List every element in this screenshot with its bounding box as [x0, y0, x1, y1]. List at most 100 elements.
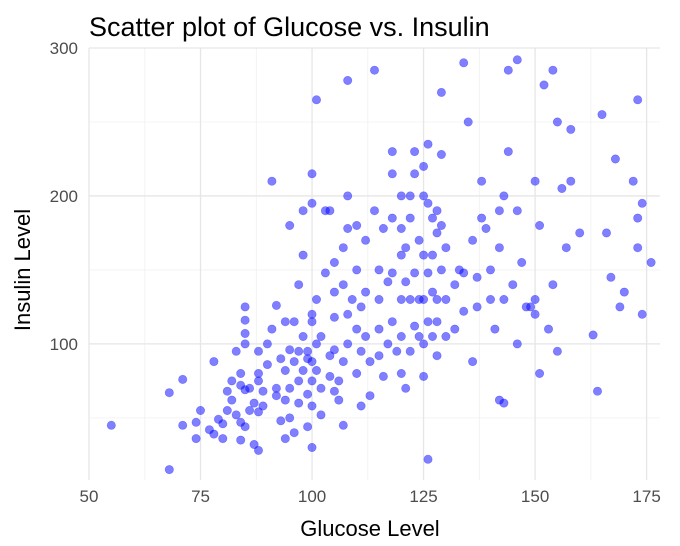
x-tick-label: 50	[80, 487, 99, 506]
data-point	[338, 280, 348, 290]
y-tick-labels: 100 200 300	[50, 39, 78, 354]
data-point	[383, 339, 393, 349]
data-point	[271, 391, 281, 401]
data-point	[485, 265, 495, 275]
data-point	[610, 154, 620, 164]
data-point	[106, 420, 116, 430]
data-point	[512, 339, 522, 349]
data-point	[494, 243, 504, 253]
data-point	[262, 360, 272, 370]
data-point	[289, 357, 299, 367]
data-point	[432, 351, 442, 361]
data-point	[352, 324, 362, 334]
data-point	[338, 357, 348, 367]
data-point	[637, 309, 647, 319]
data-point	[490, 324, 500, 334]
data-point	[387, 169, 397, 179]
data-point	[396, 368, 406, 378]
data-point	[633, 243, 643, 253]
data-point	[410, 268, 420, 278]
data-point	[222, 405, 232, 415]
data-point	[508, 280, 518, 290]
data-point	[285, 221, 295, 231]
data-point	[258, 386, 268, 396]
data-point	[294, 280, 304, 290]
data-point	[329, 257, 339, 267]
data-point	[535, 221, 545, 231]
data-point	[494, 206, 504, 216]
data-point	[436, 87, 446, 97]
data-point	[401, 383, 411, 393]
data-point	[365, 357, 375, 367]
data-point	[329, 287, 339, 297]
data-point	[485, 294, 495, 304]
data-point	[374, 265, 384, 275]
x-tick-label: 175	[632, 487, 660, 506]
data-point	[468, 357, 478, 367]
data-point	[427, 250, 437, 260]
data-point	[254, 407, 264, 417]
data-point	[222, 386, 232, 396]
data-point	[316, 383, 326, 393]
data-point	[419, 161, 429, 171]
data-point	[311, 294, 321, 304]
data-point	[606, 272, 616, 282]
data-point	[316, 331, 326, 341]
data-point	[209, 357, 219, 367]
data-point	[552, 117, 562, 127]
data-point	[334, 376, 344, 386]
data-point	[240, 315, 250, 325]
data-point	[343, 224, 353, 234]
data-point	[303, 422, 313, 432]
data-point	[343, 76, 353, 86]
data-point	[441, 243, 451, 253]
data-point	[405, 346, 415, 356]
data-point	[615, 302, 625, 312]
data-point	[552, 346, 562, 356]
x-axis-title: Glucose Level	[300, 516, 439, 541]
data-point	[441, 331, 451, 341]
data-point	[369, 65, 379, 75]
data-point	[468, 235, 478, 245]
data-point	[191, 417, 201, 427]
data-point	[423, 139, 433, 149]
data-point	[178, 374, 188, 384]
data-point	[396, 224, 406, 234]
data-point	[499, 398, 509, 408]
data-point	[231, 410, 241, 420]
data-point	[383, 277, 393, 287]
data-point	[240, 328, 250, 338]
data-point	[436, 265, 446, 275]
data-point	[405, 191, 415, 201]
data-point	[423, 268, 433, 278]
data-point	[374, 351, 384, 361]
data-point	[561, 243, 571, 253]
data-point	[378, 371, 388, 381]
data-point	[557, 184, 567, 194]
data-point	[432, 294, 442, 304]
data-point	[410, 147, 420, 157]
data-point	[307, 357, 317, 367]
data-point	[543, 324, 553, 334]
data-point	[423, 454, 433, 464]
data-point	[423, 198, 433, 208]
data-point	[387, 213, 397, 223]
data-point	[463, 117, 473, 127]
data-point	[530, 309, 540, 319]
x-tick-label: 125	[409, 487, 437, 506]
data-point	[280, 434, 290, 444]
x-tick-label: 150	[521, 487, 549, 506]
data-point	[378, 224, 388, 234]
data-point	[352, 265, 362, 275]
data-point	[338, 420, 348, 430]
data-point	[298, 206, 308, 216]
data-point	[619, 287, 629, 297]
data-point	[592, 386, 602, 396]
data-point	[240, 422, 250, 432]
data-point	[548, 280, 558, 290]
data-point	[566, 124, 576, 134]
data-point	[164, 465, 174, 475]
data-point	[530, 176, 540, 186]
data-point	[535, 368, 545, 378]
